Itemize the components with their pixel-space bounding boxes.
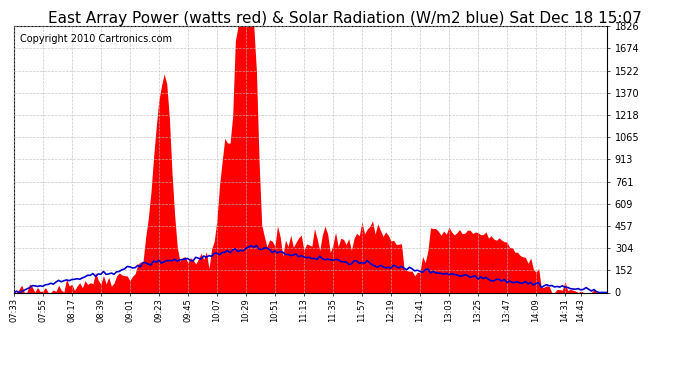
- Text: Copyright 2010 Cartronics.com: Copyright 2010 Cartronics.com: [20, 34, 172, 44]
- Text: East Array Power (watts red) & Solar Radiation (W/m2 blue) Sat Dec 18 15:07: East Array Power (watts red) & Solar Rad…: [48, 11, 642, 26]
